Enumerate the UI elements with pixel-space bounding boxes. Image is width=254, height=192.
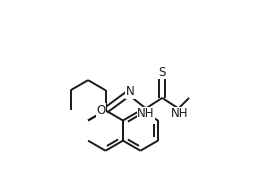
Text: NH: NH <box>137 107 155 120</box>
Text: S: S <box>158 66 166 79</box>
Text: NH: NH <box>171 107 188 120</box>
Text: NH: NH <box>171 107 188 120</box>
Text: N: N <box>125 85 134 98</box>
Text: O: O <box>96 104 105 117</box>
